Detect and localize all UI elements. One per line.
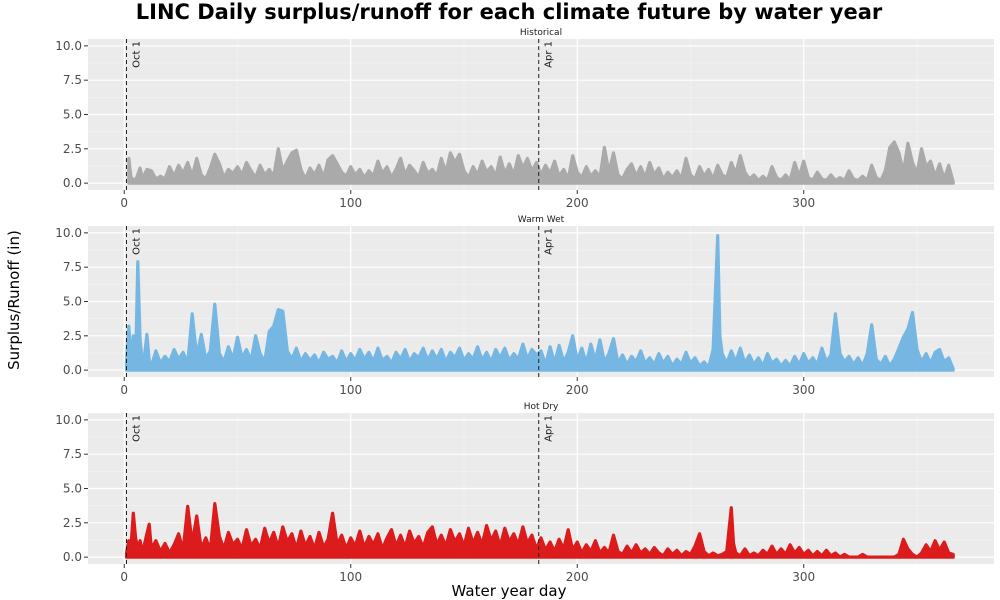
reference-line-label: Apr 1 bbox=[544, 41, 555, 68]
x-tick-label: 300 bbox=[792, 383, 815, 397]
x-tick-label: 300 bbox=[792, 570, 815, 584]
x-axis-title: Water year day bbox=[452, 582, 567, 600]
reference-line-label: Apr 1 bbox=[544, 415, 555, 442]
series-area bbox=[127, 140, 955, 185]
chart-title: LINC Daily surplus/runoff for each clima… bbox=[136, 0, 883, 24]
reference-line-label: Apr 1 bbox=[544, 228, 555, 255]
x-tick-label: 200 bbox=[566, 383, 589, 397]
y-tick-label: 0.0 bbox=[63, 550, 82, 564]
x-tick-label: 100 bbox=[339, 570, 362, 584]
y-tick-label: 2.5 bbox=[63, 142, 82, 156]
panel-strip-label: Warm Wet bbox=[518, 215, 565, 225]
x-tick-label: 0 bbox=[120, 570, 128, 584]
y-tick-label: 5.0 bbox=[63, 295, 82, 309]
reference-line-label: Oct 1 bbox=[132, 415, 143, 442]
reference-line-label: Oct 1 bbox=[132, 41, 143, 68]
series-area bbox=[124, 502, 955, 559]
y-tick-label: 2.5 bbox=[63, 516, 82, 530]
series-area bbox=[124, 234, 955, 372]
panel-strip-label: Hot Dry bbox=[524, 402, 559, 412]
x-tick-label: 0 bbox=[120, 383, 128, 397]
x-tick-label: 100 bbox=[339, 383, 362, 397]
y-tick-label: 10.0 bbox=[55, 413, 82, 427]
x-tick-label: 300 bbox=[792, 196, 815, 210]
x-tick-label: 100 bbox=[339, 196, 362, 210]
y-tick-label: 10.0 bbox=[55, 226, 82, 240]
panel-strip-label: Historical bbox=[520, 28, 562, 38]
y-tick-label: 0.0 bbox=[63, 363, 82, 377]
x-tick-label: 200 bbox=[566, 196, 589, 210]
y-tick-label: 5.0 bbox=[63, 108, 82, 122]
x-tick-label: 200 bbox=[566, 570, 589, 584]
panel-hot-dry: Oct 1 Apr 1 Hot Dry 0.0 2.5 5.0 7.5 10.0 0 100 200… bbox=[55, 402, 994, 584]
facet-panels: Oct 1 Apr 1 Historical 0.0 2.5 5.0 7.5 10.0 0 100… bbox=[55, 28, 994, 584]
y-tick-label: 7.5 bbox=[63, 447, 82, 461]
y-tick-label: 5.0 bbox=[63, 482, 82, 496]
reference-line-label: Oct 1 bbox=[132, 228, 143, 255]
x-tick-label: 0 bbox=[120, 196, 128, 210]
y-tick-label: 0.0 bbox=[63, 176, 82, 190]
y-tick-label: 7.5 bbox=[63, 73, 82, 87]
y-tick-label: 7.5 bbox=[63, 260, 82, 274]
y-tick-label: 2.5 bbox=[63, 329, 82, 343]
y-tick-label: 10.0 bbox=[55, 39, 82, 53]
panel-warm-wet: Oct 1 Apr 1 Warm Wet 0.0 2.5 5.0 7.5 10.0 0 100 20… bbox=[55, 215, 994, 397]
y-axis-title: Surplus/Runoff (in) bbox=[5, 230, 23, 370]
panel-historical: Oct 1 Apr 1 Historical 0.0 2.5 5.0 7.5 10.0 0 100… bbox=[55, 28, 994, 210]
